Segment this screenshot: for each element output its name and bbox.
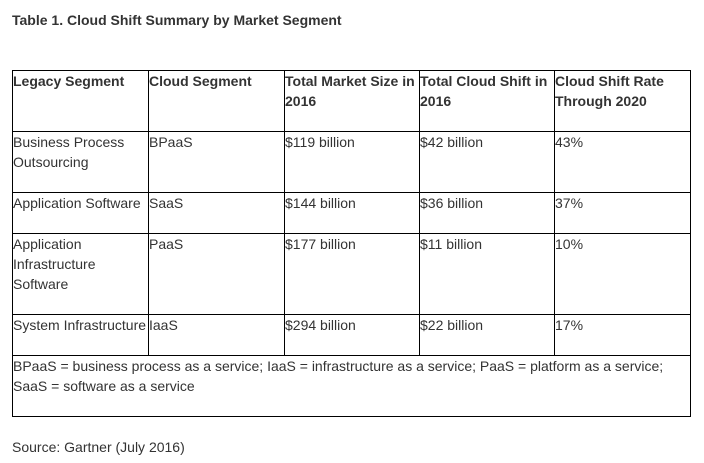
cell-shift-rate: 17% bbox=[554, 314, 691, 356]
header-cloud-segment: Cloud Segment bbox=[148, 70, 285, 132]
table-caption: Table 1. Cloud Shift Summary by Market S… bbox=[12, 12, 342, 28]
cell-legacy-segment: Application Software bbox=[12, 192, 149, 234]
cell-shift-rate: 37% bbox=[554, 192, 691, 234]
cell-legacy-segment: Business Process Outsourcing bbox=[12, 131, 149, 193]
header-total-market-size: Total Market Size in 2016 bbox=[284, 70, 420, 132]
table-header-row: Legacy Segment Cloud Segment Total Marke… bbox=[12, 70, 691, 132]
cell-market-size: $119 billion bbox=[284, 131, 420, 193]
header-legacy-segment: Legacy Segment bbox=[12, 70, 149, 132]
header-total-cloud-shift: Total Cloud Shift in 2016 bbox=[419, 70, 555, 132]
source-note: Source: Gartner (July 2016) bbox=[12, 439, 185, 455]
cell-cloud-segment: SaaS bbox=[148, 192, 285, 234]
table-row: Business Process Outsourcing BPaaS $119 … bbox=[12, 131, 691, 193]
table-row: System Infrastructure IaaS $294 billion … bbox=[12, 314, 691, 356]
cell-market-size: $177 billion bbox=[284, 233, 420, 315]
cloud-shift-table: Legacy Segment Cloud Segment Total Marke… bbox=[12, 70, 691, 417]
cell-cloud-segment: IaaS bbox=[148, 314, 285, 356]
cell-legacy-segment: System Infrastructure bbox=[12, 314, 149, 356]
header-cloud-shift-rate: Cloud Shift Rate Through 2020 bbox=[554, 70, 691, 132]
cell-market-size: $144 billion bbox=[284, 192, 420, 234]
table-footnote-row: BPaaS = business process as a service; I… bbox=[12, 355, 691, 417]
cell-cloud-shift: $42 billion bbox=[419, 131, 555, 193]
cell-cloud-segment: PaaS bbox=[148, 233, 285, 315]
cell-cloud-shift: $36 billion bbox=[419, 192, 555, 234]
cell-shift-rate: 43% bbox=[554, 131, 691, 193]
cell-market-size: $294 billion bbox=[284, 314, 420, 356]
cell-cloud-segment: BPaaS bbox=[148, 131, 285, 193]
table-footnote: BPaaS = business process as a service; I… bbox=[12, 355, 691, 417]
cell-shift-rate: 10% bbox=[554, 233, 691, 315]
cell-legacy-segment: Application Infrastructure Software bbox=[12, 233, 149, 315]
cell-cloud-shift: $22 billion bbox=[419, 314, 555, 356]
table-row: Application Software SaaS $144 billion $… bbox=[12, 192, 691, 234]
cell-cloud-shift: $11 billion bbox=[419, 233, 555, 315]
table-row: Application Infrastructure Software PaaS… bbox=[12, 233, 691, 315]
